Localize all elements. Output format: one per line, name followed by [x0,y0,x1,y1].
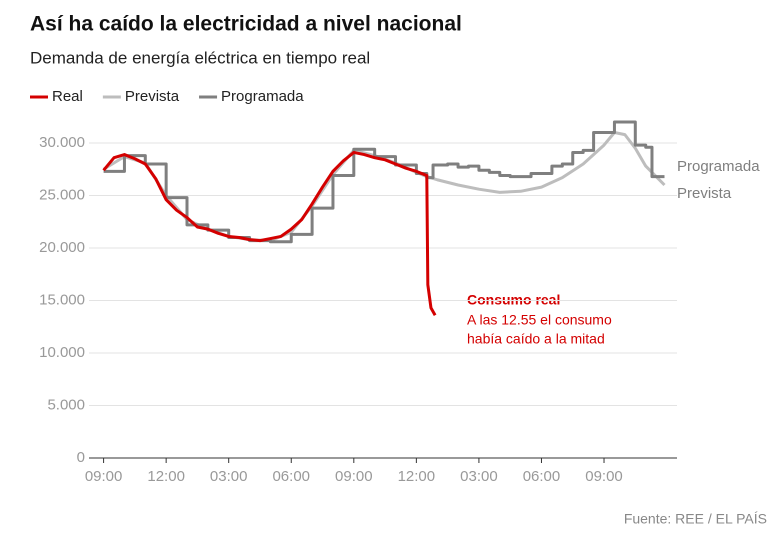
y-tick-label: 5.000 [47,396,85,413]
x-tick-label: 12:00 [398,468,436,485]
annotation-title: Consumo real [467,292,560,308]
y-tick-label: 25.000 [39,186,85,203]
legend-label: Prevista [125,88,180,105]
legend-label: Real [52,88,83,105]
y-tick-label: 15.000 [39,291,85,308]
source: Fuente: REE / EL PAÍS [624,511,767,527]
annotation-line: había caído a la mitad [467,331,605,347]
x-tick-label: 03:00 [460,468,498,485]
chart-title: Así ha caído la electricidad a nivel nac… [30,13,462,36]
annotation-line: A las 12.55 el consumo [467,312,612,328]
series-line [103,120,665,244]
series-line [102,150,437,316]
x-tick-label: 09:00 [335,468,373,485]
x-tick-label: 12:00 [147,468,185,485]
x-tick-label: 06:00 [523,468,561,485]
legend-label: Programada [221,88,304,105]
x-tick-label: 03:00 [210,468,248,485]
x-tick-label: 06:00 [272,468,310,485]
chart-subtitle: Demanda de energía eléctrica en tiempo r… [30,48,370,67]
end-label: Prevista [677,185,732,202]
y-tick-label: 0 [77,449,85,466]
x-tick-label: 09:00 [585,468,623,485]
end-label: Programada [677,158,760,175]
y-tick-label: 10.000 [39,344,85,361]
y-tick-label: 20.000 [39,239,85,256]
y-tick-label: 30.000 [39,134,85,151]
x-tick-label: 09:00 [85,468,123,485]
